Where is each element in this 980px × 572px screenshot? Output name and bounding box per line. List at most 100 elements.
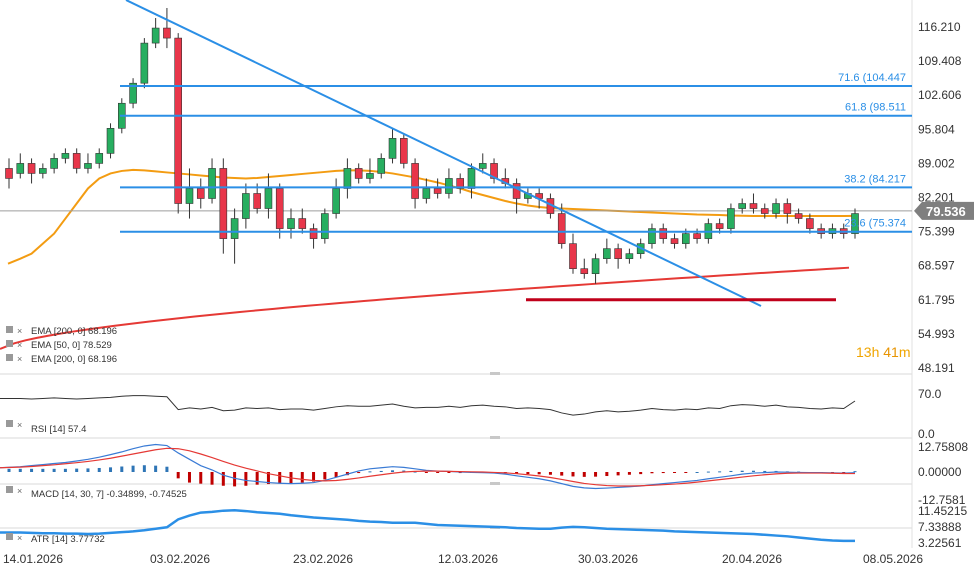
macd-histogram-bar <box>176 472 180 479</box>
macd-histogram-bar <box>323 472 327 480</box>
candle-up <box>591 258 600 275</box>
macd-histogram-bar <box>86 468 90 472</box>
macd-histogram-bar <box>853 471 857 473</box>
candle-down <box>614 248 622 259</box>
macd-label: MACD [14, 30, 7] -0.34899, -0.74525 <box>31 489 187 500</box>
macd-histogram-bar <box>199 472 203 484</box>
remove-icon[interactable]: × <box>17 340 22 350</box>
settings-icon[interactable] <box>6 420 13 427</box>
macd-histogram-bar <box>312 472 316 482</box>
candle-up <box>185 188 194 204</box>
macd-histogram-bar <box>63 468 67 472</box>
candle-down <box>72 153 81 169</box>
candle-down <box>794 213 803 219</box>
remove-icon[interactable]: × <box>17 486 22 496</box>
macd-histogram-bar <box>729 470 733 472</box>
remove-icon[interactable]: × <box>17 326 22 336</box>
date-tick-label: 20.04.2026 <box>722 552 782 566</box>
remove-icon[interactable]: × <box>17 420 22 430</box>
rsi-tick-label: 0.0 <box>918 427 935 441</box>
macd-histogram-bar <box>594 472 598 477</box>
trendline[interactable] <box>125 0 762 307</box>
macd-histogram-bar <box>142 465 146 472</box>
candle-down <box>275 188 284 229</box>
candle-down <box>715 223 724 229</box>
panel-resize-handle[interactable] <box>490 436 500 439</box>
candle-down <box>693 233 701 239</box>
candle-down <box>174 37 182 204</box>
atr-line <box>0 509 856 543</box>
macd-histogram-bar <box>221 472 225 486</box>
settings-icon[interactable] <box>6 533 13 540</box>
candle-down <box>749 203 758 209</box>
candle-up <box>625 253 634 259</box>
candle-down <box>783 203 792 214</box>
remove-icon[interactable]: × <box>17 533 22 543</box>
macd-histogram-bar <box>706 471 710 473</box>
candle-down <box>456 178 465 189</box>
panel-resize-handle[interactable] <box>490 372 500 375</box>
candle-up <box>151 27 160 44</box>
candle-up <box>648 228 656 244</box>
candle-up <box>738 203 747 209</box>
macd-histogram-bar <box>560 472 564 476</box>
candle-up <box>61 153 70 159</box>
macd-histogram-bar <box>537 472 541 475</box>
candle-up <box>242 193 250 219</box>
macd-histogram-bar <box>718 471 722 473</box>
rsi-label: RSI [14] 57.4 <box>31 424 86 435</box>
macd-histogram-bar <box>526 472 530 475</box>
macd-tick-label: -12.7581 <box>918 493 966 507</box>
macd-histogram-bar <box>334 472 338 478</box>
date-tick-label: 30.03.2026 <box>578 552 638 566</box>
overlay-label: EMA [200, 0] 68.196 <box>31 326 117 337</box>
bar-countdown: 13h 41m <box>856 344 911 360</box>
macd-histogram-bar <box>627 472 631 475</box>
settings-icon[interactable] <box>6 354 13 361</box>
last-price-label: 79.536 <box>926 204 966 219</box>
macd-histogram-bar <box>278 472 282 484</box>
remove-icon[interactable]: × <box>17 354 22 364</box>
price-tick-label: 102.606 <box>918 88 962 102</box>
candle-up <box>681 233 690 244</box>
candle-down <box>219 168 228 239</box>
macd-histogram-bar <box>300 472 304 483</box>
atr-label: ATR [14] 3.77732 <box>31 534 105 545</box>
macd-histogram-bar <box>187 472 191 483</box>
price-tick-label: 61.795 <box>918 293 955 307</box>
rsi-tick-label: 70.0 <box>918 387 942 401</box>
date-tick-label: 14.01.2026 <box>3 552 63 566</box>
settings-icon[interactable] <box>6 340 13 347</box>
macd-histogram-bar <box>266 472 270 485</box>
macd-histogram-bar <box>120 466 124 472</box>
atr-tick-label: 11.45215 <box>918 504 967 518</box>
settings-icon[interactable] <box>6 326 13 333</box>
overlay-label: EMA [200, 0] 68.196 <box>31 354 117 365</box>
fib-level-label: 61.8 (98.511 <box>845 102 906 114</box>
macd-histogram-bar <box>447 472 451 473</box>
date-tick-label: 12.03.2026 <box>438 552 498 566</box>
macd-histogram-bar <box>41 468 45 472</box>
panel-resize-handle[interactable] <box>490 482 500 485</box>
date-tick-label: 03.02.2026 <box>150 552 210 566</box>
macd-histogram-bar <box>379 470 383 472</box>
candle-down <box>411 163 419 199</box>
candle-down <box>298 218 307 229</box>
macd-histogram-bar <box>210 472 214 485</box>
fib-level-label: 38.2 (84.217 <box>844 173 906 185</box>
price-tick-label: 89.002 <box>918 156 955 170</box>
candle-up <box>388 138 397 159</box>
date-tick-label: 23.02.2026 <box>293 552 353 566</box>
candle-down <box>27 163 36 174</box>
candle-down <box>163 27 171 39</box>
ema200-line <box>0 266 850 350</box>
candle-down <box>670 238 679 244</box>
settings-icon[interactable] <box>6 486 13 493</box>
rsi-line <box>0 395 856 416</box>
atr-tick-label: 3.22561 <box>918 536 962 550</box>
candle-up <box>321 213 329 239</box>
macd-histogram-bar <box>424 472 428 473</box>
macd-histogram-bar <box>154 465 158 472</box>
macd-histogram-bar <box>413 471 417 473</box>
